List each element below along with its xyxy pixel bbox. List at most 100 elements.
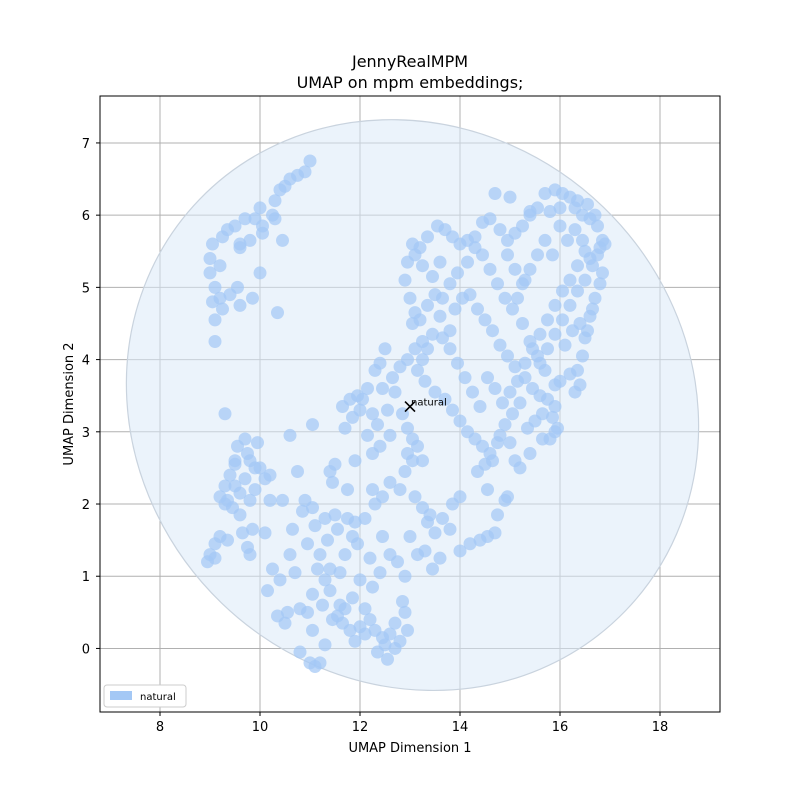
data-point (396, 595, 409, 609)
data-point (576, 233, 589, 247)
data-point (323, 562, 337, 576)
data-point (493, 338, 507, 352)
data-point (283, 428, 297, 442)
data-point (253, 461, 267, 475)
data-point (383, 475, 397, 489)
data-point (566, 324, 579, 338)
x-tick-label: 16 (552, 720, 569, 735)
data-point (398, 605, 412, 619)
data-point (538, 186, 552, 200)
data-point (421, 230, 434, 244)
data-point (413, 313, 427, 327)
data-point (553, 219, 567, 233)
data-point (541, 392, 554, 406)
data-point (316, 598, 329, 612)
data-point (386, 371, 399, 385)
data-point (318, 638, 332, 652)
data-point (338, 602, 352, 616)
data-point (228, 457, 242, 471)
data-point (403, 291, 417, 305)
data-point (501, 349, 514, 363)
data-point (306, 501, 319, 515)
data-point (403, 530, 417, 544)
data-point (506, 302, 519, 316)
data-point (431, 219, 444, 233)
data-point (293, 602, 307, 616)
data-point (508, 262, 522, 276)
data-point (208, 313, 222, 327)
data-point (291, 465, 304, 479)
data-point (466, 385, 479, 399)
data-point (358, 511, 372, 525)
legend-label: natural (140, 692, 176, 703)
centroid-layer: natural (404, 398, 447, 413)
data-point (286, 522, 299, 536)
data-point (538, 233, 552, 247)
data-point (568, 385, 582, 399)
data-point (488, 526, 502, 540)
data-point (243, 493, 257, 507)
data-point (546, 410, 559, 424)
data-point (343, 623, 357, 637)
data-point (348, 634, 362, 648)
data-point (498, 291, 512, 305)
data-point (326, 475, 339, 489)
data-point (338, 421, 352, 435)
data-point (251, 436, 264, 450)
data-point (206, 295, 219, 309)
data-point (451, 356, 464, 370)
data-point (276, 493, 289, 507)
data-point (243, 233, 257, 247)
data-point (453, 414, 467, 428)
data-point (513, 396, 527, 410)
data-point (238, 212, 252, 226)
data-point (306, 623, 319, 637)
data-point (471, 302, 484, 316)
data-point (588, 291, 602, 305)
data-point (483, 262, 497, 276)
data-point (543, 205, 557, 219)
data-point (261, 584, 274, 598)
data-point (496, 396, 509, 410)
data-point (358, 627, 372, 641)
data-point (393, 634, 407, 648)
data-point (436, 511, 449, 525)
data-point (301, 537, 314, 551)
data-point (426, 562, 439, 576)
centroid-label: natural (411, 398, 447, 409)
data-point (408, 490, 422, 504)
data-point (401, 446, 414, 460)
data-point (503, 190, 517, 204)
data-point (306, 587, 319, 601)
data-point (491, 508, 504, 522)
data-point (398, 465, 412, 479)
data-point (313, 656, 327, 670)
data-point (376, 490, 389, 504)
legend-box (103, 684, 187, 708)
y-tick-label: 6 (82, 209, 90, 224)
data-point (476, 215, 489, 229)
data-point (218, 479, 232, 493)
y-tick-label: 5 (82, 281, 90, 296)
y-tick-label: 4 (82, 354, 90, 369)
data-point (483, 446, 497, 460)
data-point (596, 266, 609, 280)
data-point (511, 291, 524, 305)
data-point (391, 555, 404, 569)
data-point (523, 446, 537, 460)
data-point (206, 237, 219, 251)
y-axis-label: UMAP Dimension 2 (62, 342, 77, 465)
data-point (423, 508, 437, 522)
data-point (463, 537, 477, 551)
data-point (311, 562, 324, 576)
data-point (241, 446, 254, 460)
y-tick-label: 2 (82, 498, 90, 513)
data-point (298, 165, 312, 179)
data-point (433, 551, 447, 565)
data-point (463, 288, 477, 302)
data-point (296, 504, 309, 518)
data-point (433, 255, 447, 269)
data-point (556, 313, 569, 327)
plot-frame (99, 95, 721, 713)
data-point (508, 360, 522, 374)
